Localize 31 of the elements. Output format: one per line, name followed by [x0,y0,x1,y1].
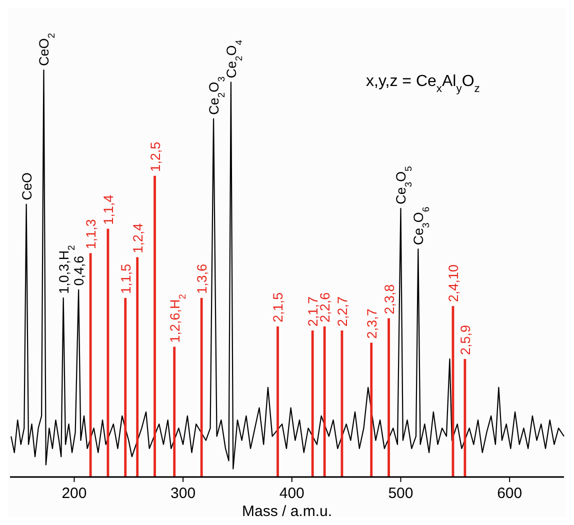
x-tick-label: 200 [62,485,87,502]
annotation: 2,1,7 [306,296,321,326]
bar [311,330,314,477]
annotation: 2,4,10 [446,264,461,302]
bar [154,176,156,477]
annotation: 1,2,5 [148,142,163,172]
annotation: 1,1,3 [84,219,99,250]
x-axis-title: Mass / a.m.u. [242,503,332,520]
annotation: CeO [19,172,34,200]
annotation: 2,2,7 [334,296,350,326]
annotation: 1,1,5 [118,264,134,294]
bar [370,342,373,477]
annotation: 2,3,7 [364,308,380,339]
annotation: 1,3,6 [194,264,210,294]
annotation: 2,5,9 [458,324,473,355]
bar [124,298,127,477]
x-tick-label: 500 [388,485,414,502]
bar [173,346,176,477]
x-tick-label: 300 [170,485,196,502]
annotation: 2,3,8 [382,284,397,314]
annotation: 2,1,5 [270,292,286,322]
annotation: 1,1,4 [100,194,116,225]
bar [136,257,139,477]
bar [323,326,326,477]
annotation: 1,2,4 [130,222,146,254]
annotation: x,y,z = Ce$_{x}$Al$_{y}$O$_{z}$ [366,73,480,95]
bar [388,318,390,477]
x-tick-label: 600 [497,485,522,502]
bar [200,298,203,477]
bar [276,326,279,477]
x-tick-label: 400 [279,485,304,502]
